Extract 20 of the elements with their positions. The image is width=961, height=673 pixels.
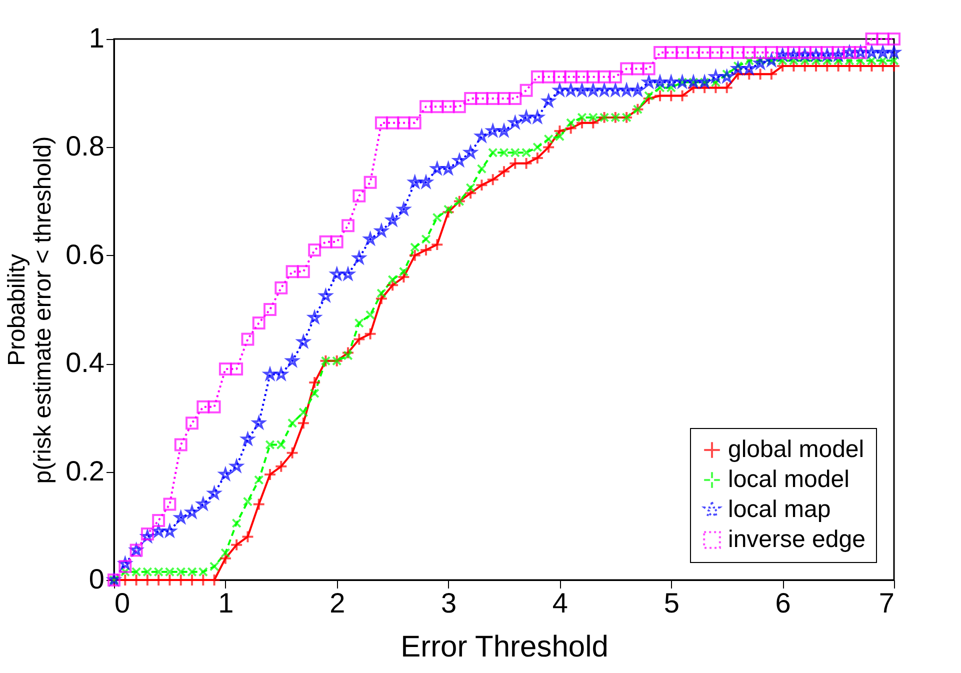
x-tick-label: 3: [440, 588, 457, 618]
legend-label: local model: [728, 466, 850, 493]
y-tick-label: 0.2: [66, 455, 104, 486]
x-tick-label: 6: [775, 588, 791, 618]
legend-label: inverse edge: [728, 526, 866, 553]
x-tick-label: 0: [114, 588, 130, 618]
x-tick-label: 4: [552, 588, 568, 618]
y-tick-label: 1: [88, 22, 104, 54]
y-tick-label: 0.6: [66, 238, 104, 270]
legend-label: local map: [728, 496, 831, 523]
legend-label: global model: [728, 436, 864, 463]
y-tick-label: 0.4: [66, 347, 104, 378]
x-tick-label: 7: [878, 588, 894, 618]
x-tick-label: 5: [664, 588, 680, 618]
x-tick-label: 1: [218, 588, 234, 618]
x-axis-title: Error Threshold: [400, 630, 608, 664]
y-axis-title: Probability p(risk estimate error < threshold): [4, 136, 57, 484]
y-tick-label: 0.8: [66, 130, 104, 162]
x-tick-label: 2: [330, 588, 346, 618]
y-tick-label: 0: [88, 564, 104, 594]
